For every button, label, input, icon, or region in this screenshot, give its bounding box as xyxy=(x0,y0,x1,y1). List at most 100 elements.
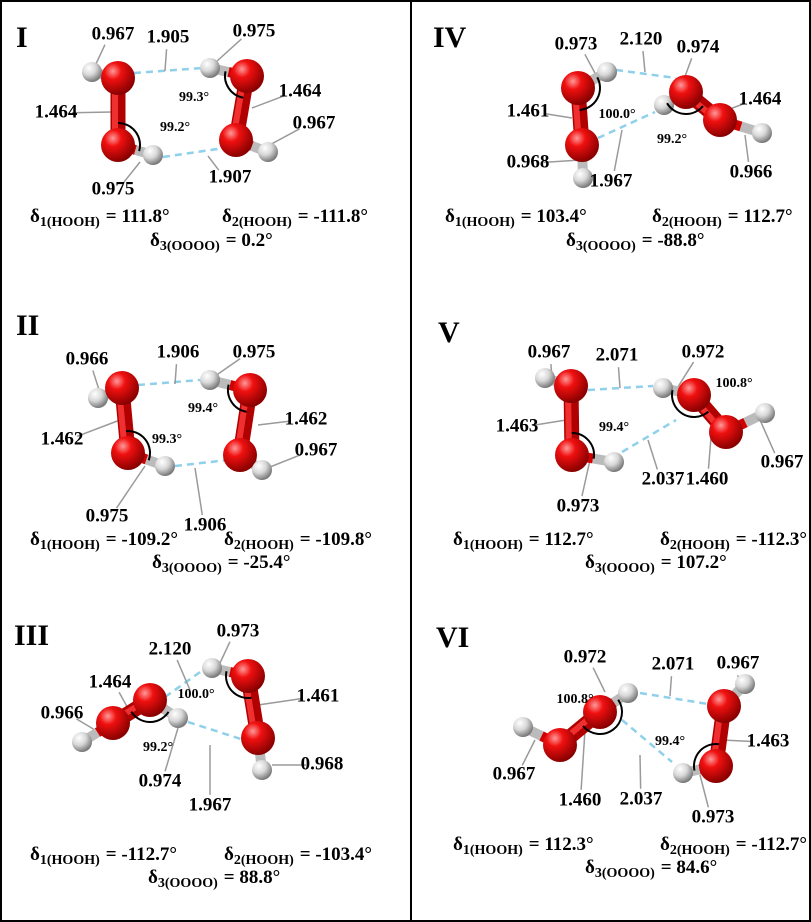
distance-label: 1.967 xyxy=(590,170,633,191)
distance-label: 2.071 xyxy=(652,653,695,674)
oxygen-atom xyxy=(101,61,135,95)
hydrogen-atom xyxy=(597,62,617,82)
hydrogen-atom xyxy=(735,674,755,694)
dihedral-value: = -25.4° xyxy=(228,552,291,573)
oxygen-atom xyxy=(565,128,599,162)
distance-label: 2.037 xyxy=(620,788,663,809)
oxygen-atom xyxy=(111,436,145,470)
dihedral-value: = -112.3° xyxy=(736,529,807,550)
dihedral-subscript: 3(OOOO) xyxy=(576,239,636,254)
hydrogen-atom xyxy=(143,145,163,165)
distance-label: 0.966 xyxy=(730,161,773,182)
distance-label: 0.974 xyxy=(677,36,720,57)
angle-label: 99.4° xyxy=(188,401,218,416)
hydrogen-atom xyxy=(653,378,673,398)
distance-label: 1.461 xyxy=(507,100,550,121)
hydrogen-atom xyxy=(535,368,555,388)
oxygen-atom xyxy=(223,438,257,472)
dihedral-subscript: 2(HOOH) xyxy=(662,215,722,230)
angle-label: 100.0° xyxy=(598,107,635,122)
dihedral-value: = -88.8° xyxy=(642,230,705,251)
distance-label: 2.037 xyxy=(642,468,685,489)
distance-label: 1.906 xyxy=(184,514,227,535)
dihedral-value: = -111.8° xyxy=(298,206,368,227)
oxygen-atom xyxy=(101,128,135,162)
hydrogen-atom xyxy=(155,456,175,476)
distance-label: 0.973 xyxy=(555,33,598,54)
oxygen-atom xyxy=(231,659,265,693)
panel-label: I xyxy=(16,21,28,54)
hydrogen-atom xyxy=(72,732,92,752)
dihedral-symbol: δ xyxy=(148,867,158,888)
dihedral-subscript: 2(HOOH) xyxy=(232,215,292,230)
distance-label: 0.968 xyxy=(301,753,344,774)
distance-label: 0.975 xyxy=(233,341,276,362)
dihedral-symbol: δ xyxy=(224,529,234,550)
distance-label: 1.464 xyxy=(739,88,782,109)
dihedral-subscript: 2(HOOH) xyxy=(234,853,294,868)
oxygen-atom xyxy=(241,721,275,755)
distance-label: 2.120 xyxy=(149,638,192,659)
dihedral-subscript: 3(OOOO) xyxy=(162,561,222,576)
distance-label: 1.462 xyxy=(41,428,84,449)
distance-label: 1.464 xyxy=(35,101,78,122)
dihedral-value: = 0.2° xyxy=(226,230,273,251)
angle-label: 99.3° xyxy=(152,432,182,447)
dihedral-subscript: 2(HOOH) xyxy=(670,843,730,858)
panel-label: II xyxy=(16,309,39,342)
distance-label: 1.463 xyxy=(747,730,790,751)
distance-label: 1.464 xyxy=(89,671,132,692)
dihedral-subscript: 3(OOOO) xyxy=(595,561,655,576)
distance-label: 0.973 xyxy=(557,495,600,516)
dihedral-value: = 112.7° xyxy=(529,529,594,550)
panel-label: IV xyxy=(433,21,467,54)
oxygen-atom xyxy=(96,706,130,740)
distance-label: 1.967 xyxy=(189,794,232,815)
panel-label: VI xyxy=(436,621,469,654)
oxygen-atom xyxy=(709,415,743,449)
distance-label: 0.966 xyxy=(41,702,84,723)
angle-label: 99.2° xyxy=(160,120,190,135)
oxygen-atom xyxy=(555,438,589,472)
hydrogen-atom xyxy=(88,388,108,408)
dihedral-symbol: δ xyxy=(224,844,234,865)
leader-line xyxy=(640,755,641,789)
dihedral-value: = -112.7° xyxy=(106,844,177,865)
distance-label: 0.967 xyxy=(717,652,760,673)
dihedral-value: = 111.8° xyxy=(106,206,170,227)
oxygen-atom xyxy=(233,373,267,407)
dihedral-symbol: δ xyxy=(152,552,162,573)
dihedral-value: = -109.8° xyxy=(300,529,372,550)
dihedral-subscript: 3(OOOO) xyxy=(160,239,220,254)
hydrogen-atom xyxy=(82,62,102,82)
dihedral-symbol: δ xyxy=(30,529,40,550)
hydrogen-atom xyxy=(513,717,533,737)
dihedral-value: = 84.6° xyxy=(661,857,717,878)
distance-label: 0.967 xyxy=(528,341,571,362)
angle-label: 99.2° xyxy=(143,740,173,755)
dihedral-symbol: δ xyxy=(453,529,463,550)
hydrogen-atom xyxy=(673,763,693,783)
distance-label: 0.973 xyxy=(692,806,735,827)
hydrogen-atom xyxy=(755,403,775,423)
dihedral-symbol: δ xyxy=(150,230,160,251)
dihedral-symbol: δ xyxy=(660,834,670,855)
angle-label: 99.3° xyxy=(179,90,209,105)
dihedral-symbol: δ xyxy=(30,844,40,865)
dihedral-symbol: δ xyxy=(585,857,595,878)
distance-label: 0.968 xyxy=(507,151,550,172)
dihedral-symbol: δ xyxy=(652,206,662,227)
distance-label: 1.463 xyxy=(496,415,539,436)
dihedral-value: = -109.2° xyxy=(106,529,178,550)
dihedral-symbol: δ xyxy=(566,230,576,251)
distance-label: 1.460 xyxy=(686,468,729,489)
distance-label: 2.071 xyxy=(596,344,639,365)
hydrogen-atom xyxy=(200,58,220,78)
angle-label: 99.4° xyxy=(599,420,629,435)
dihedral-value: = 112.7° xyxy=(728,206,793,227)
dihedral-subscript: 2(HOOH) xyxy=(234,538,294,553)
distance-label: 0.975 xyxy=(233,20,276,41)
dihedral-subscript: 1(HOOH) xyxy=(40,215,100,230)
distance-label: 1.464 xyxy=(279,80,322,101)
hydrogen-atom xyxy=(752,123,772,143)
